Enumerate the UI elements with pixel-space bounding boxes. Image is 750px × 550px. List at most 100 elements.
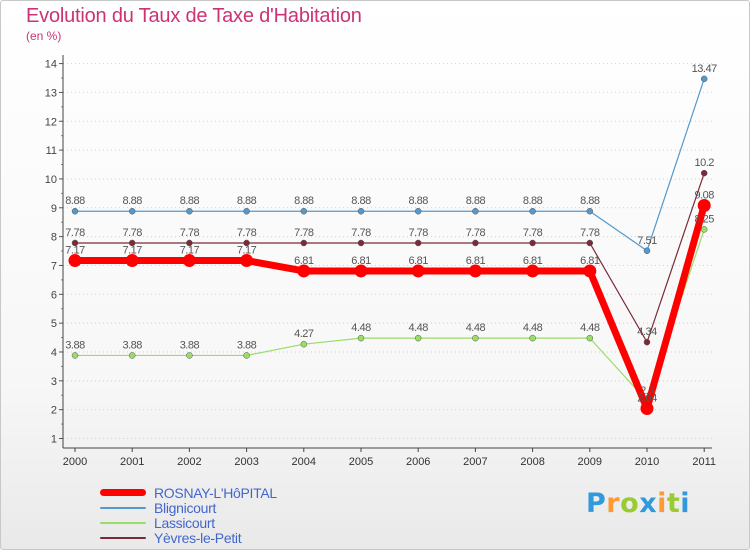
data-label-blignicourt-2011: 13.47 [692, 63, 717, 75]
data-point-y-vres-le-petit-2011 [700, 169, 708, 177]
x-tick-label-2005: 2005 [349, 456, 373, 468]
x-tick-label-2003: 2003 [234, 456, 258, 468]
data-point-blignicourt-2007 [472, 207, 479, 215]
data-point-rosnay-l-h-pital-2001 [125, 254, 139, 268]
data-point-rosnay-l-h-pital-2010 [640, 402, 654, 416]
data-label-rosnay-l-h-pital-2011: 9.08 [694, 189, 714, 201]
legend-label-rosnay: ROSNAY-L'HôPITAL [154, 485, 277, 501]
data-point-blignicourt-2004 [300, 207, 308, 215]
x-tick-label-2002: 2002 [177, 456, 201, 468]
x-tick-label-2001: 2001 [120, 456, 144, 468]
data-label-lassicourt-2003: 3.88 [237, 339, 257, 351]
data-label-y-vres-le-petit-2011: 10.2 [694, 157, 714, 169]
data-point-blignicourt-2010 [643, 247, 651, 255]
data-point-y-vres-le-petit-2003 [243, 239, 250, 247]
data-point-lassicourt-2002 [186, 352, 193, 359]
data-label-lassicourt-2000: 3.88 [65, 339, 85, 351]
data-point-lassicourt-2001 [128, 352, 136, 359]
data-point-blignicourt-2008 [529, 207, 536, 215]
x-tick-label-2008: 2008 [520, 456, 544, 468]
data-point-blignicourt-2000 [71, 207, 79, 215]
legend-swatch-rosnay [100, 489, 146, 496]
data-label-lassicourt-2001: 3.88 [122, 339, 142, 351]
data-point-lassicourt-2005 [357, 334, 365, 342]
y-tick-label-14: 14 [45, 59, 57, 71]
legend-swatch-blignicourt [100, 507, 146, 509]
y-tick-label-1: 1 [51, 434, 57, 446]
y-tick-label-2: 2 [51, 405, 57, 417]
data-point-lassicourt-2011 [700, 226, 708, 233]
data-point-blignicourt-2001 [128, 207, 136, 215]
data-label-lassicourt-2010: 2.3 [640, 385, 654, 397]
data-point-lassicourt-2006 [414, 334, 422, 342]
data-label-y-vres-le-petit-2007: 7.78 [466, 227, 486, 239]
data-point-blignicourt-2003 [243, 207, 250, 215]
data-point-y-vres-le-petit-2002 [186, 239, 193, 247]
y-tick-label-7: 7 [51, 260, 57, 272]
data-point-rosnay-l-h-pital-2006 [411, 264, 425, 278]
data-label-rosnay-l-h-pital-2010: 2.04 [637, 393, 657, 405]
data-label-blignicourt-2002: 8.88 [180, 195, 200, 207]
x-tick-label-2009: 2009 [578, 456, 602, 468]
data-label-y-vres-le-petit-2005: 7.78 [351, 227, 371, 239]
data-label-rosnay-l-h-pital-2006: 6.81 [408, 255, 428, 267]
data-label-lassicourt-2009: 4.48 [580, 322, 600, 334]
y-tick-label-11: 11 [46, 145, 57, 157]
data-label-rosnay-l-h-pital-2004: 6.81 [294, 255, 314, 267]
data-label-y-vres-le-petit-2008: 7.78 [523, 227, 543, 239]
x-tick-label-2000: 2000 [63, 456, 87, 468]
data-label-y-vres-le-petit-2006: 7.78 [408, 227, 428, 239]
data-point-lassicourt-2004 [300, 340, 308, 348]
data-label-y-vres-le-petit-2001: 7.78 [122, 227, 142, 239]
data-label-blignicourt-2008: 8.88 [523, 195, 543, 207]
y-tick-label-4: 4 [51, 347, 57, 359]
y-tick-label-8: 8 [51, 232, 57, 244]
logo-letter: x [639, 488, 658, 519]
data-point-y-vres-le-petit-2009 [586, 239, 594, 247]
logo-letter: o [620, 488, 640, 519]
data-label-blignicourt-2001: 8.88 [122, 195, 142, 207]
data-label-rosnay-l-h-pital-2005: 6.81 [351, 255, 371, 267]
data-label-lassicourt-2011: 8.25 [694, 213, 714, 225]
y-tick-label-9: 9 [51, 203, 57, 215]
legend-label-yevres: Yèvres-le-Petit [154, 530, 242, 546]
data-point-y-vres-le-petit-2008 [529, 239, 536, 247]
data-point-rosnay-l-h-pital-2011 [697, 198, 711, 212]
data-label-rosnay-l-h-pital-2001: 7.17 [122, 245, 142, 257]
data-label-rosnay-l-h-pital-2002: 7.17 [180, 245, 200, 257]
data-point-rosnay-l-h-pital-2000 [68, 254, 82, 268]
data-label-y-vres-le-petit-2002: 7.78 [180, 227, 200, 239]
data-label-rosnay-l-h-pital-2008: 6.81 [523, 255, 543, 267]
data-point-y-vres-le-petit-2006 [414, 239, 422, 247]
y-tick-label-13: 13 [45, 87, 57, 99]
y-tick-label-5: 5 [51, 318, 57, 330]
data-point-y-vres-le-petit-2007 [472, 239, 479, 247]
data-label-lassicourt-2005: 4.48 [351, 322, 371, 334]
data-point-lassicourt-2000 [71, 352, 79, 359]
data-point-lassicourt-2008 [529, 334, 536, 342]
y-tick-label-3: 3 [51, 376, 57, 388]
data-label-lassicourt-2002: 3.88 [180, 339, 200, 351]
data-point-blignicourt-2009 [586, 207, 594, 215]
data-label-y-vres-le-petit-2010: 4.34 [637, 326, 657, 338]
data-label-rosnay-l-h-pital-2007: 6.81 [466, 255, 486, 267]
data-label-rosnay-l-h-pital-2003: 7.17 [237, 245, 257, 257]
legend-swatch-lassicourt [100, 522, 146, 524]
data-label-blignicourt-2004: 8.88 [294, 195, 314, 207]
y-tick-label-10: 10 [45, 174, 57, 186]
data-point-rosnay-l-h-pital-2009 [583, 264, 597, 278]
data-point-y-vres-le-petit-2004 [300, 239, 308, 247]
series-line-rosnay-l-h-pital [75, 204, 708, 413]
data-label-blignicourt-2000: 8.88 [65, 195, 85, 207]
data-label-lassicourt-2006: 4.48 [408, 322, 428, 334]
data-point-y-vres-le-petit-2005 [357, 239, 365, 247]
data-point-blignicourt-2002 [186, 207, 193, 215]
data-point-blignicourt-2005 [357, 207, 365, 215]
data-label-lassicourt-2004: 4.27 [294, 328, 314, 340]
data-label-blignicourt-2007: 8.88 [466, 195, 486, 207]
data-label-blignicourt-2009: 8.88 [580, 195, 600, 207]
data-point-y-vres-le-petit-2010 [643, 338, 651, 346]
logo-letter: P [586, 488, 607, 519]
